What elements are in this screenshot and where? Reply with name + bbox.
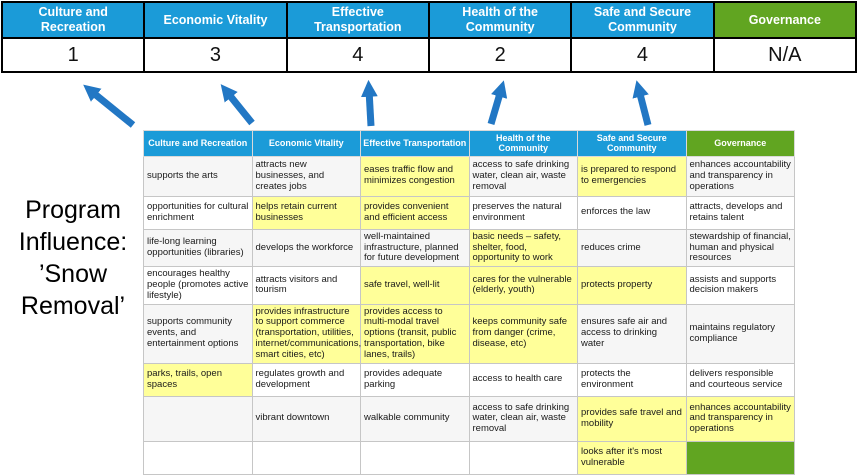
- influence-arrow-3: [360, 79, 378, 127]
- summary-score-2: 4: [287, 39, 428, 71]
- matrix-row-3: life-long learning opportunities (librar…: [143, 228, 795, 268]
- matrix-header-2: Effective Transportation: [360, 130, 470, 157]
- summary-score-3: 2: [429, 39, 571, 71]
- matrix-row-2: opportunities for cultural enrichment hel…: [143, 195, 795, 230]
- matrix-header-3: Health of the Community: [468, 130, 578, 157]
- matrix-body: supports the arts attracts new businesses…: [143, 155, 795, 475]
- influence-arrow-2: [220, 84, 255, 126]
- matrix-cell-6-2: regulates growth and development: [251, 362, 361, 397]
- matrix-cell-5-2: provides infrastructure to support comme…: [251, 303, 361, 364]
- matrix-cell-5-3: provides access to multi-modal travel op…: [360, 303, 470, 364]
- matrix-cell-4-1: encourages healthy people (promotes acti…: [143, 266, 253, 305]
- matrix-header-1: Economic Vitality: [251, 130, 361, 157]
- program-influence-title: Program Influence: ’Snow Removal’: [0, 194, 146, 322]
- matrix-row-7: vibrant downtown walkable community access…: [143, 395, 795, 442]
- summary-score-4: 4: [572, 39, 713, 71]
- matrix-row-1: supports the arts attracts new businesses…: [143, 155, 795, 197]
- influence-arrow-5: [632, 80, 652, 126]
- matrix-header-4: Safe and Secure Community: [577, 130, 687, 157]
- program-influence-line-3: ’Snow: [38, 260, 108, 288]
- matrix-header-row: Culture and Recreation Economic Vitality E…: [143, 130, 795, 157]
- matrix-cell-4-6: assists and supports decision makers: [685, 266, 795, 305]
- summary-header-1: Economic Vitality: [145, 3, 286, 37]
- matrix-row-4: encourages healthy people (promotes acti…: [143, 266, 795, 305]
- matrix-cell-8-6: [685, 440, 795, 475]
- matrix-cell-7-1: [143, 395, 253, 442]
- matrix-cell-4-5: protects property: [577, 266, 687, 305]
- matrix-cell-3-3: well-maintained infrastructure, planned …: [360, 228, 470, 268]
- summary-scoreboard: Culture and Recreation Economic Vitality E…: [1, 1, 857, 73]
- matrix-header-0: Culture and Recreation: [143, 130, 253, 157]
- influence-matrix: Culture and Recreation Economic Vitality E…: [143, 130, 795, 475]
- matrix-cell-2-6: attracts, develops and retains talent: [685, 195, 795, 230]
- matrix-cell-2-4: preserves the natural environment: [468, 195, 578, 230]
- program-influence-line-1: Program: [25, 196, 121, 224]
- matrix-row-8: looks after it's most vulnerable: [143, 440, 795, 475]
- matrix-cell-3-4: basic needs – safety, shelter, food, opp…: [468, 228, 578, 268]
- matrix-cell-6-1: parks, trails, open spaces: [143, 362, 253, 397]
- matrix-cell-8-1: [143, 440, 253, 475]
- matrix-cell-4-4: cares for the vulnerable (elderly, youth…: [468, 266, 578, 305]
- matrix-cell-5-5: ensures safe air and access to drinking …: [577, 303, 687, 364]
- matrix-cell-6-3: provides adequate parking: [360, 362, 470, 397]
- matrix-cell-2-3: provides convenient and efficient access: [360, 195, 470, 230]
- program-influence-line-4: Removal’: [20, 292, 126, 320]
- matrix-cell-7-4: access to safe drinking water, clean air…: [468, 395, 578, 442]
- summary-score-0: 1: [3, 39, 144, 71]
- matrix-cell-8-4: [468, 440, 578, 475]
- matrix-cell-6-6: delivers responsible and courteous servi…: [685, 362, 795, 397]
- matrix-cell-7-3: walkable community: [360, 395, 470, 442]
- matrix-cell-7-6: enhances accountability and transparency…: [685, 395, 795, 442]
- matrix-cell-8-5: looks after it's most vulnerable: [577, 440, 687, 475]
- matrix-row-5: supports community events, and entertain…: [143, 303, 795, 364]
- matrix-cell-7-5: provides safe travel and mobility: [577, 395, 687, 442]
- matrix-cell-1-2: attracts new businesses, and creates job…: [251, 155, 361, 197]
- matrix-cell-6-4: access to health care: [468, 362, 578, 397]
- summary-header-2: Effective Transportation: [287, 3, 428, 37]
- matrix-header-5: Governance: [685, 130, 795, 157]
- matrix-cell-2-1: opportunities for cultural enrichment: [143, 195, 253, 230]
- summary-header-0: Culture and Recreation: [3, 3, 144, 37]
- summary-header-4: Safe and Secure Community: [572, 3, 713, 37]
- matrix-cell-6-5: protects the environment: [577, 362, 687, 397]
- matrix-cell-2-2: helps retain current businesses: [251, 195, 361, 230]
- matrix-cell-5-4: keeps community safe from danger (crime,…: [468, 303, 578, 364]
- matrix-cell-5-1: supports community events, and entertain…: [143, 303, 253, 364]
- matrix-cell-1-1: supports the arts: [143, 155, 253, 197]
- summary-header-row: Culture and Recreation Economic Vitality E…: [3, 3, 855, 37]
- summary-header-3: Health of the Community: [429, 3, 571, 37]
- matrix-cell-3-1: life-long learning opportunities (librar…: [143, 228, 253, 268]
- matrix-cell-1-4: access to safe drinking water, clean air…: [468, 155, 578, 197]
- summary-score-5: N/A: [714, 39, 855, 71]
- influence-arrow-1: [83, 84, 136, 128]
- summary-score-row: 1 3 4 2 4 N/A: [3, 39, 855, 71]
- matrix-cell-3-2: develops the workforce: [251, 228, 361, 268]
- matrix-cell-7-2: vibrant downtown: [251, 395, 361, 442]
- influence-arrow-4: [487, 80, 508, 125]
- matrix-cell-3-5: reduces crime: [577, 228, 687, 268]
- program-influence-line-2: Influence:: [18, 228, 128, 256]
- matrix-cell-5-6: maintains regulatory compliance: [685, 303, 795, 364]
- matrix-cell-1-6: enhances accountability and transparency…: [685, 155, 795, 197]
- matrix-cell-4-3: safe travel, well-lit: [360, 266, 470, 305]
- influence-arrows: [83, 79, 652, 128]
- matrix-cell-8-2: [251, 440, 361, 475]
- matrix-cell-8-3: [360, 440, 470, 475]
- matrix-cell-1-5: is prepared to respond to emergencies: [577, 155, 687, 197]
- matrix-cell-1-3: eases traffic flow and minimizes congest…: [360, 155, 470, 197]
- matrix-cell-4-2: attracts visitors and tourism: [251, 266, 361, 305]
- matrix-cell-2-5: enforces the law: [577, 195, 687, 230]
- summary-header-5: Governance: [714, 3, 855, 37]
- matrix-row-6: parks, trails, open spaces regulates grow…: [143, 362, 795, 397]
- matrix-cell-3-6: stewardship of financial, human and phys…: [685, 228, 795, 268]
- summary-score-1: 3: [145, 39, 286, 71]
